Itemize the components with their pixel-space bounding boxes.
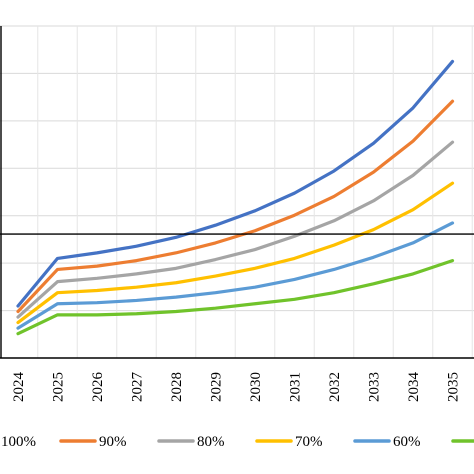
x-tick-label: 2031 — [288, 372, 304, 402]
x-tick-label: 2027 — [130, 372, 146, 403]
x-tick-label: 2035 — [446, 372, 462, 402]
x-axis-tick-labels: 2024 2025 2026 2027 2028 2029 2030 2031 2032 2033… — [11, 372, 462, 403]
series-line-100-percent — [16, 59, 455, 308]
x-tick-label: 2028 — [169, 372, 185, 402]
x-tick-label: 2029 — [209, 372, 225, 402]
series-line-70-percent — [16, 181, 455, 325]
x-tick-label: 2026 — [90, 372, 106, 403]
gridlines — [0, 25, 474, 358]
x-tick-label: 2025 — [51, 372, 67, 402]
series-line-60-percent — [16, 221, 455, 330]
legend-label: 100% — [1, 434, 36, 450]
x-tick-label: 2033 — [367, 372, 383, 402]
series-line-series-6 — [16, 259, 455, 336]
x-tick-label: 2032 — [327, 372, 343, 402]
legend-label: 70% — [295, 434, 323, 450]
series-line-90-percent — [16, 99, 455, 314]
series-lines — [16, 59, 455, 336]
legend-label: 80% — [197, 434, 225, 450]
legend-label: 90% — [99, 434, 127, 450]
x-tick-label: 2034 — [406, 372, 422, 403]
legend: 100% 90% 80% 70% 60% — [1, 434, 474, 450]
x-tick-label: 2024 — [11, 372, 27, 403]
legend-label: 60% — [393, 434, 421, 450]
x-tick-label: 2030 — [248, 372, 264, 402]
series-line-80-percent — [16, 140, 455, 319]
